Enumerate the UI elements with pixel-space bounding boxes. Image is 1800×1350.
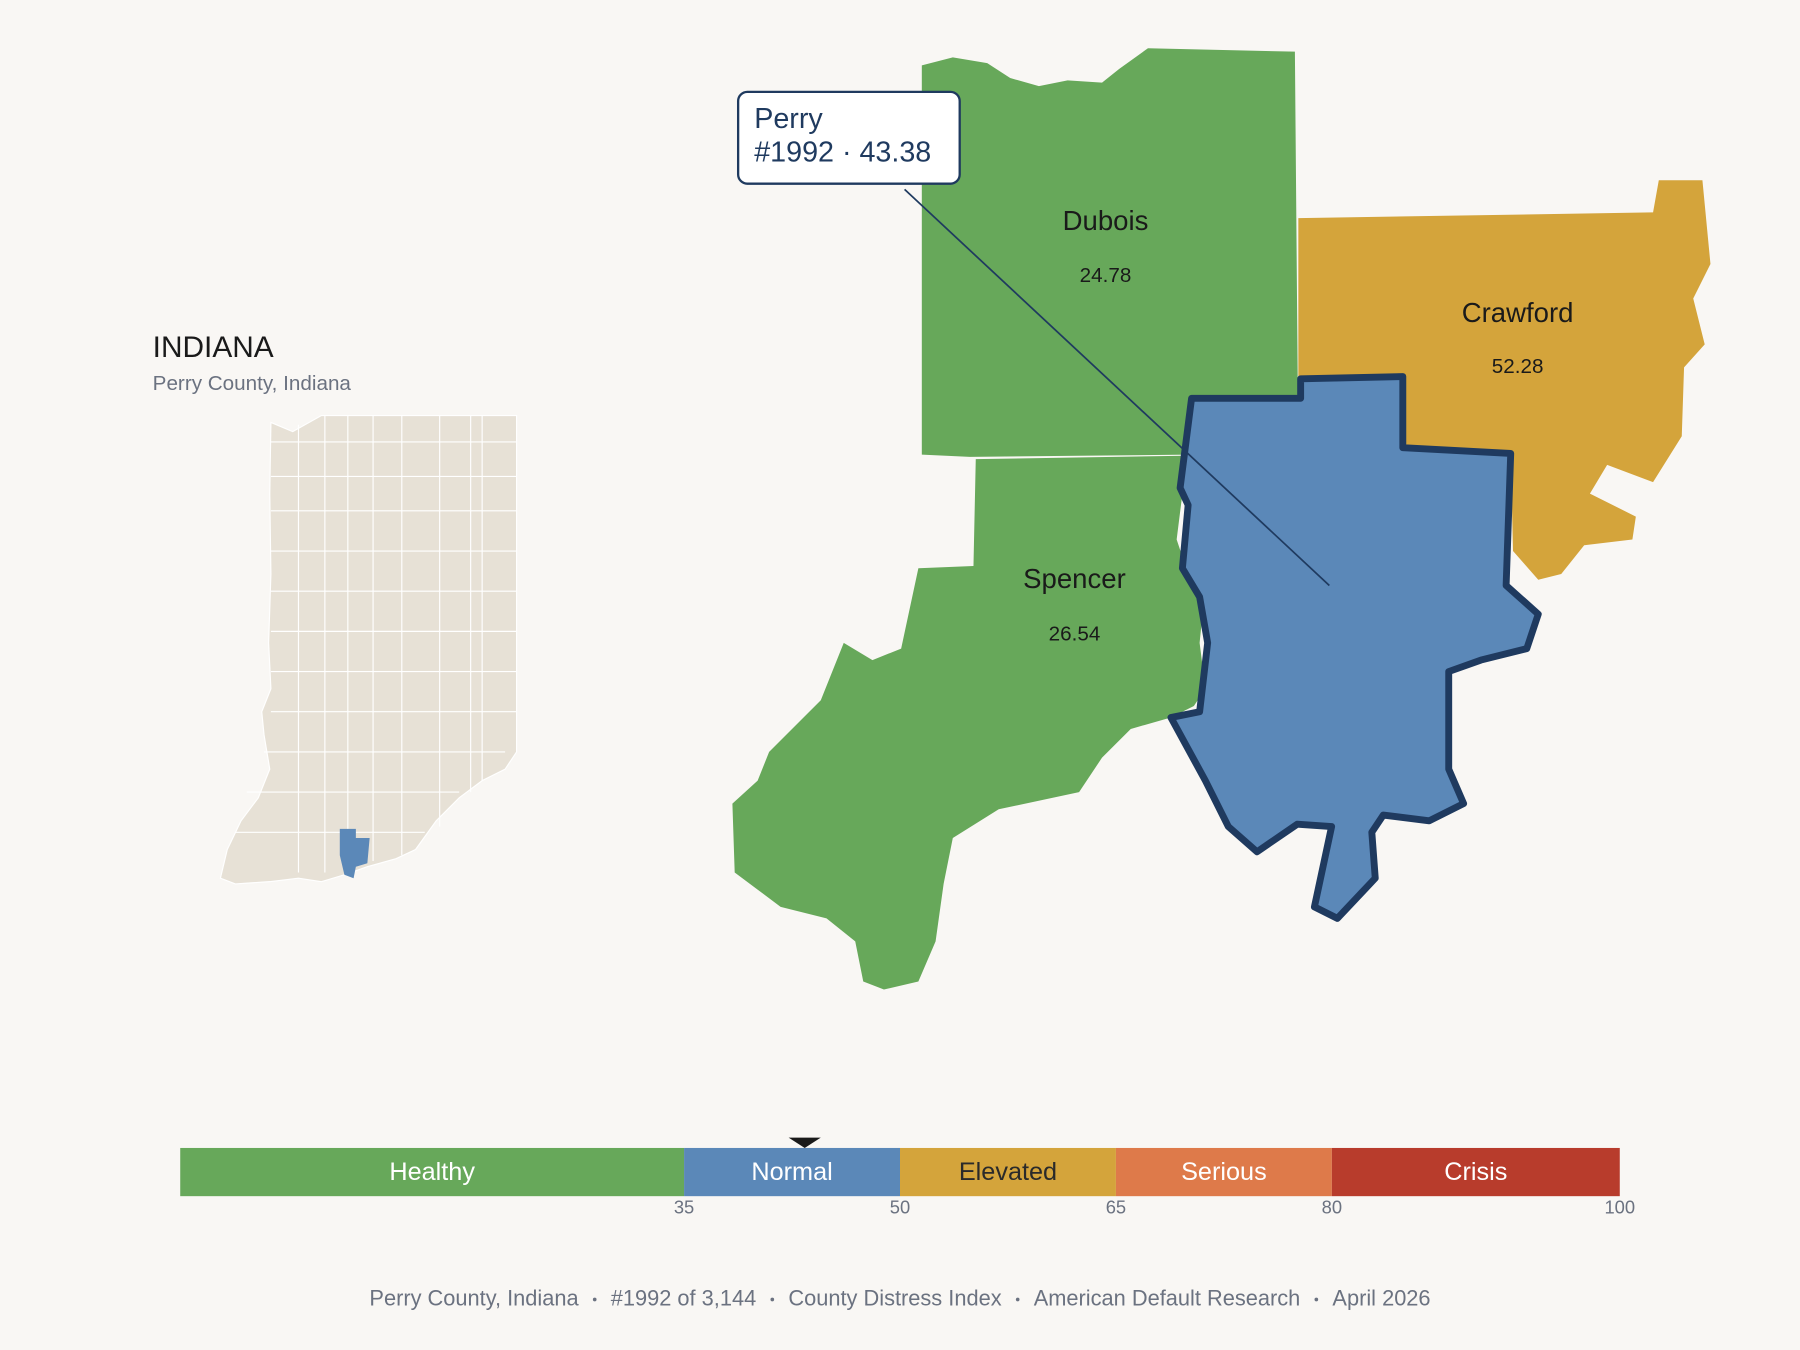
footer-item: #1992 of 3,144	[611, 1285, 756, 1310]
footer-item: American Default Research	[1034, 1285, 1301, 1310]
inset-title: INDIANA	[153, 331, 274, 364]
tooltip-detail: #1992 · 43.38	[754, 136, 931, 168]
county-spencer[interactable]	[732, 455, 1206, 990]
footer-separator	[770, 1297, 775, 1302]
scale-marker	[788, 1137, 821, 1148]
county-dubois[interactable]	[921, 48, 1299, 457]
indiana-inset	[219, 414, 518, 885]
scale-band-label: Crisis	[1444, 1158, 1507, 1186]
legend-scale: Healthy Normal Elevated Serious Crisis 35 50 65…	[180, 1137, 1635, 1218]
scale-tick-label: 65	[1106, 1197, 1126, 1218]
county-crawford[interactable]	[1298, 180, 1711, 580]
county-name: Spencer	[1023, 563, 1126, 594]
county-name: Crawford	[1462, 297, 1574, 328]
tooltip-title: Perry	[754, 103, 823, 135]
scale-band-label: Normal	[751, 1158, 832, 1186]
scale-band	[900, 1147, 1116, 1197]
perry-inset	[339, 828, 370, 879]
scale-band	[1115, 1147, 1332, 1197]
county-perry[interactable]	[1167, 373, 1542, 922]
footer: Perry County, Indiana #1992 of 3,144 Count…	[369, 1285, 1430, 1310]
footer-separator	[1314, 1297, 1319, 1302]
scale-band	[180, 1147, 685, 1197]
county-name: Dubois	[1063, 205, 1149, 236]
scale-band-label: Serious	[1181, 1158, 1267, 1186]
state-outline	[219, 414, 518, 885]
footer-separator	[592, 1297, 597, 1302]
county-value: 24.78	[1080, 264, 1132, 287]
inset-subtitle: Perry County, Indiana	[153, 372, 352, 395]
county-value: 52.28	[1492, 355, 1544, 378]
scale-band	[684, 1147, 900, 1197]
scale-band-label: Healthy	[389, 1158, 475, 1186]
county-borders	[235, 415, 517, 873]
scale-tick-label: 50	[890, 1197, 910, 1218]
scale-tick-label: 80	[1322, 1197, 1342, 1218]
scale-tick-label: 100	[1604, 1197, 1635, 1218]
scale-band	[1331, 1147, 1620, 1197]
tooltip-box	[736, 90, 961, 185]
footer-item: April 2026	[1332, 1285, 1430, 1310]
footer-item: County Distress Index	[788, 1285, 1001, 1310]
scale-tick-label: 35	[674, 1197, 694, 1218]
county-value: 26.54	[1049, 622, 1101, 645]
footer-item: Perry County, Indiana	[369, 1285, 579, 1310]
tooltip-leader	[904, 188, 1330, 587]
footer-separator	[1015, 1297, 1020, 1302]
scale-band-label: Elevated	[959, 1158, 1057, 1186]
